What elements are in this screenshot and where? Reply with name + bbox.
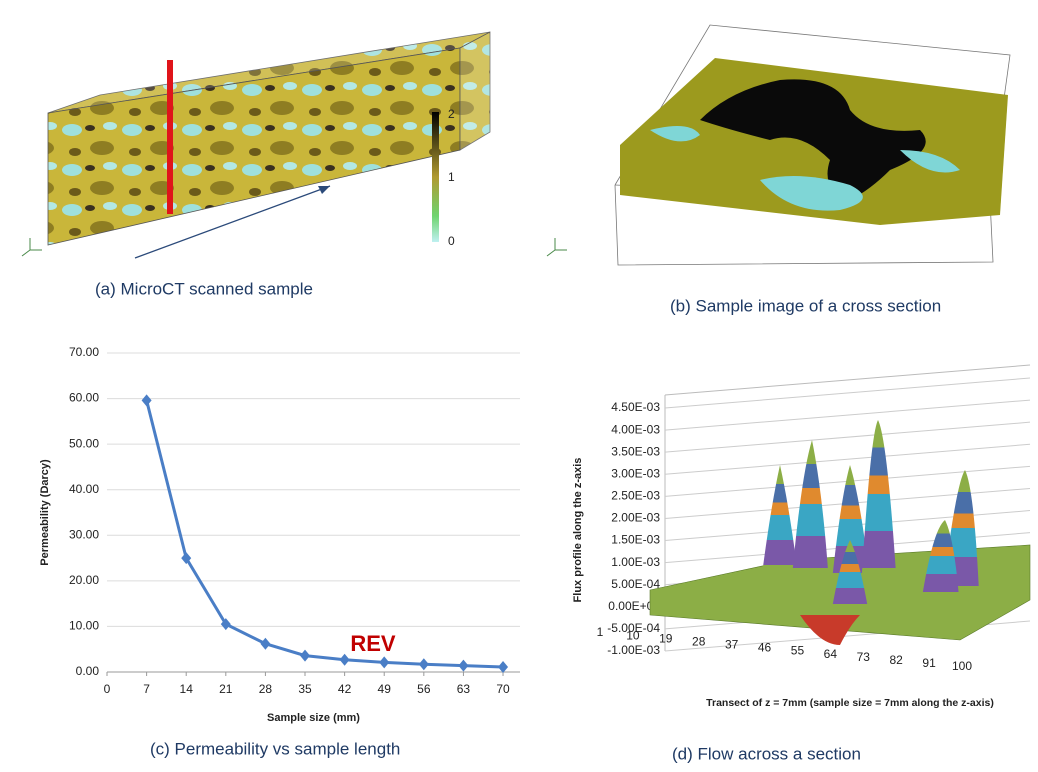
x-tick-label: 49: [378, 682, 392, 696]
grid-line: [665, 422, 1030, 452]
x-tick-label: 7: [143, 682, 150, 696]
x-tick-label: 46: [758, 641, 772, 655]
y-tick-label: 30.00: [69, 527, 99, 541]
y-axis-title: Permeability (Darcy): [39, 459, 51, 566]
x-tick-label: 1: [597, 625, 604, 639]
y-tick-label: 2.00E-03: [611, 511, 660, 525]
y-tick-label: -1.00E-03: [607, 643, 660, 657]
caption: (b) Sample image of a cross section: [670, 296, 941, 315]
y-tick-label: 1.50E-03: [611, 533, 660, 547]
x-axis-title: Sample size (mm): [267, 712, 360, 724]
x-tick-label: 64: [824, 647, 838, 661]
marker: [379, 656, 389, 668]
y-tick-label: 3.00E-03: [611, 466, 660, 480]
marker: [419, 658, 429, 670]
line: [147, 400, 503, 667]
x-tick-label: 55: [791, 644, 805, 658]
x-axis-title: Transect of z = 7mm (sample size = 7mm a…: [706, 697, 994, 709]
y-tick-label: 70.00: [69, 345, 99, 359]
x-tick-label: 35: [298, 682, 312, 696]
colorbar-label: 0: [448, 234, 455, 248]
y-tick-label: 0.00: [76, 664, 100, 678]
grid-line: [665, 378, 1030, 408]
caption: (a) MicroCT scanned sample: [95, 279, 313, 298]
marker: [142, 394, 152, 406]
marker: [458, 660, 468, 672]
x-tick-label: 0: [104, 682, 111, 696]
x-tick-label: 21: [219, 682, 233, 696]
y-tick-label: 1.00E-03: [611, 555, 660, 569]
x-tick-label: 82: [890, 653, 904, 667]
x-tick-label: 91: [922, 656, 936, 670]
x-tick-label: 70: [496, 682, 510, 696]
caption: (c) Permeability vs sample length: [150, 739, 400, 758]
y-tick-label: 40.00: [69, 482, 99, 496]
marker: [340, 654, 350, 666]
y-axis-title: Flux profile along the z-axis: [572, 458, 584, 603]
y-tick-label: 3.50E-03: [611, 444, 660, 458]
x-tick-label: 37: [725, 638, 739, 652]
x-tick-label: 56: [417, 682, 431, 696]
y-tick-label: 4.50E-03: [611, 400, 660, 414]
marker: [300, 650, 310, 662]
x-tick-label: 10: [626, 628, 640, 642]
grid-line: [665, 400, 1030, 430]
x-tick-label: 28: [692, 634, 706, 648]
x-tick-label: 42: [338, 682, 352, 696]
y-tick-label: 10.00: [69, 619, 99, 633]
colorbar-label: 2: [448, 107, 455, 121]
microct-sample: [22, 32, 567, 258]
marker: [498, 661, 508, 673]
x-tick-label: 28: [259, 682, 273, 696]
flux-surface: [650, 420, 1030, 645]
x-tick-label: 100: [952, 659, 972, 673]
y-tick-label: 4.00E-03: [611, 422, 660, 436]
wall-edge: [665, 365, 1030, 395]
caption: (d) Flow across a section: [672, 744, 861, 763]
figure: 2 1 0 (a) MicroCT scanned sample (b) Sam…: [0, 0, 1038, 772]
x-tick-label: 19: [659, 631, 673, 645]
annotation: REV: [350, 631, 396, 656]
y-tick-label: 50.00: [69, 436, 99, 450]
x-tick-label: 63: [457, 682, 471, 696]
y-tick-label: 20.00: [69, 573, 99, 587]
y-tick-label: 2.50E-03: [611, 489, 660, 503]
colorbar-label: 1: [448, 170, 455, 184]
marker: [260, 638, 270, 650]
y-tick-label: 5.00E-04: [611, 577, 660, 591]
y-tick-label: 60.00: [69, 391, 99, 405]
x-tick-label: 14: [180, 682, 194, 696]
x-tick-label: 73: [857, 650, 871, 664]
grid-line: [665, 444, 1030, 474]
cross-section: [615, 25, 1010, 265]
permeability-chart: 0.00 10.00 20.00 30.00 40.00 50.00 60.00 70.00 0…: [39, 345, 520, 724]
